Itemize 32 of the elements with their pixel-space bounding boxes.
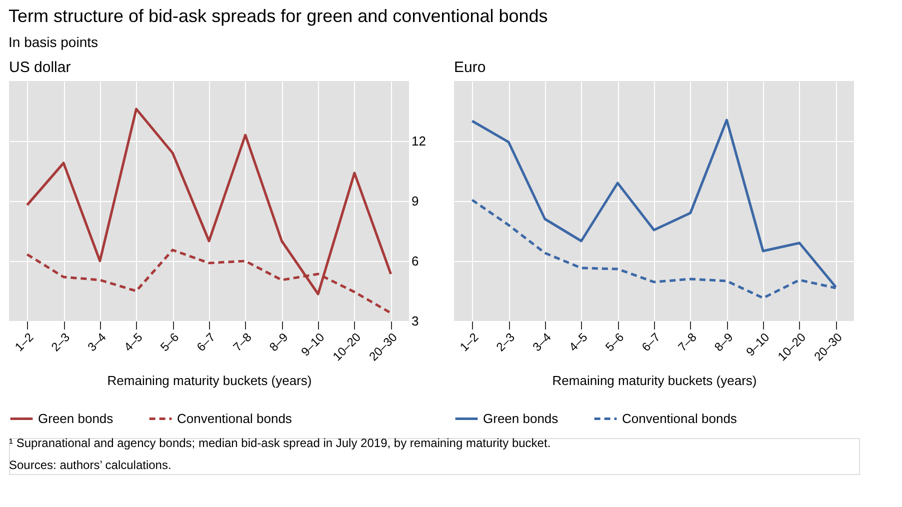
x-tick-label: 8–9 xyxy=(712,330,736,354)
x-axis-title: Remaining maturity buckets (years) xyxy=(552,372,757,388)
text: Euro xyxy=(454,59,486,76)
x-tick-label: 5–6 xyxy=(158,330,182,354)
legend-label: Green bonds xyxy=(38,410,114,426)
text: ¹ Supranational and agency bonds; median bid-ask spread in July 2019, by remaining maturity bucket. xyxy=(9,436,551,450)
x-tick-label: 3–4 xyxy=(84,330,110,354)
x-tick-label: 1–2 xyxy=(457,330,482,354)
text: US dollar xyxy=(9,59,71,76)
x-tick-label: 1–2 xyxy=(12,330,36,354)
x-tick-label: 2–3 xyxy=(48,330,73,354)
x-tick-label: 2–3 xyxy=(493,330,518,354)
legend-label: Green bonds xyxy=(483,410,559,426)
legend-label: Conventional bonds xyxy=(177,410,292,426)
y-tick-label: 6 xyxy=(412,254,419,268)
x-tick-label: 8–9 xyxy=(266,330,291,354)
y-tick-label: 9 xyxy=(412,194,419,208)
x-tick-label: 3–4 xyxy=(530,330,554,354)
x-tick-label: 7–8 xyxy=(230,330,255,354)
y-tick-label: 3 xyxy=(412,314,419,328)
x-tick-label: 7–8 xyxy=(675,330,700,354)
x-tick-label: 5–6 xyxy=(602,330,627,354)
legend-label: Conventional bonds xyxy=(622,410,738,426)
chart-title: Term structure of bid-ask spreads for green and conventional bonds xyxy=(8,6,548,26)
x-tick-label: 6–7 xyxy=(194,330,218,354)
x-tick-label: 4–5 xyxy=(121,330,146,354)
source-note: Sources: authors’ calculations. xyxy=(9,458,172,472)
x-tick-label: 6–7 xyxy=(638,330,664,354)
x-tick-label: 4–5 xyxy=(566,330,590,354)
y-tick-label: 12 xyxy=(412,134,426,148)
chart-subtitle: In basis points xyxy=(8,34,98,50)
x-axis-title: Remaining maturity buckets (years) xyxy=(107,372,312,388)
